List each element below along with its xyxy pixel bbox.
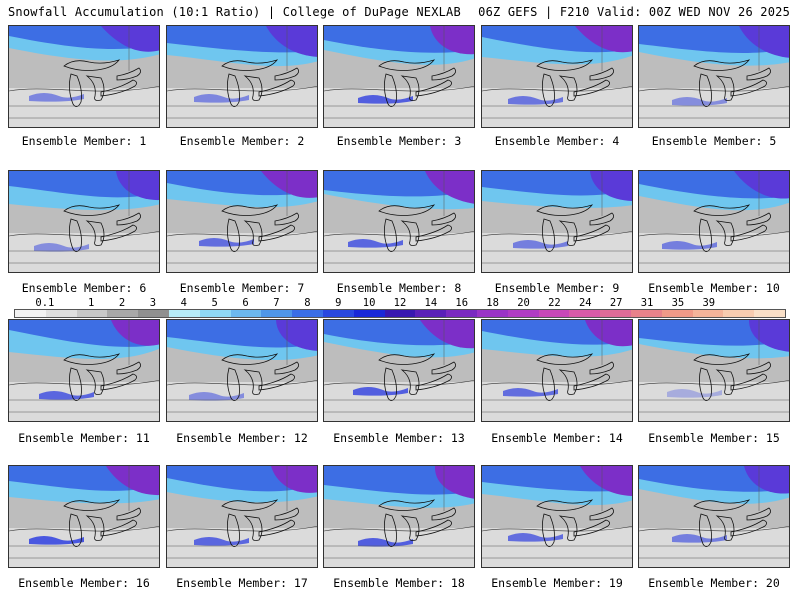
ensemble-member-label: Ensemble Member: 6	[21, 281, 147, 295]
colorbar-label: 39	[702, 297, 716, 309]
colorbar-label: 6	[242, 297, 249, 309]
colorbar-swatch	[661, 310, 693, 317]
ensemble-member-label: Ensemble Member: 5	[651, 134, 777, 148]
product-title: Snowfall Accumulation (10:1 Ratio) | Col…	[8, 5, 461, 19]
colorbar-label: 5	[211, 297, 218, 309]
ensemble-member-map	[8, 170, 160, 273]
ensemble-member-label: Ensemble Member: 16	[18, 576, 150, 590]
ensemble-member-label: Ensemble Member: 2	[179, 134, 305, 148]
colorbar-swatch	[507, 310, 539, 317]
colorbar-swatch	[723, 310, 755, 317]
colorbar-labels: 0.1 1 2 3 4 5 6 7 8 9 10 12 14 16 18 20 22 24 27 31 35 39	[14, 297, 786, 309]
colorbar-swatch	[292, 310, 323, 317]
ensemble-member-map	[8, 25, 160, 128]
colorbar-swatches	[14, 309, 786, 318]
ensemble-member-label: Ensemble Member: 7	[179, 281, 305, 295]
ensemble-member-map	[166, 319, 318, 422]
ensemble-member-label: Ensemble Member: 10	[648, 281, 780, 295]
colorbar-swatch	[15, 310, 46, 317]
ensemble-member-label: Ensemble Member: 15	[648, 431, 780, 445]
ensemble-member-map	[481, 25, 633, 128]
colorbar-swatch	[754, 310, 785, 317]
ensemble-member-label: Ensemble Member: 18	[333, 576, 465, 590]
ensemble-member-label: Ensemble Member: 20	[648, 576, 780, 590]
colorbar-label: 31	[640, 297, 654, 309]
colorbar-label: 18	[486, 297, 499, 309]
colorbar-label: 27	[609, 297, 623, 309]
colorbar-swatch	[600, 310, 631, 317]
colorbar-label: 24	[578, 297, 592, 309]
colorbar-swatch	[569, 310, 601, 317]
ensemble-member-label: Ensemble Member: 4	[494, 134, 620, 148]
ensemble-member-map	[481, 319, 633, 422]
colorbar-label: 16	[455, 297, 469, 309]
ensemble-member-map	[481, 465, 633, 568]
valid-time-title: 06Z GEFS | F210 Valid: 00Z WED NOV 26 20…	[478, 5, 790, 19]
colorbar-label: 4	[180, 297, 187, 309]
snowfall-colorbar: 0.1 1 2 3 4 5 6 7 8 9 10 12 14 16 18 20 22 24 27 31 35 39	[14, 297, 786, 321]
colorbar-swatch	[353, 310, 385, 317]
ensemble-member-map	[8, 465, 160, 568]
colorbar-swatch	[230, 310, 262, 317]
ensemble-member-label: Ensemble Member: 1	[21, 134, 147, 148]
colorbar-swatch	[138, 310, 169, 317]
colorbar-label: 9	[335, 297, 342, 309]
ensemble-member-map	[638, 319, 790, 422]
colorbar-label: 22	[548, 297, 561, 309]
colorbar-label: 12	[393, 297, 407, 309]
header: Snowfall Accumulation (10:1 Ratio) | Col…	[0, 0, 800, 22]
ensemble-member-map	[166, 170, 318, 273]
ensemble-member-label: Ensemble Member: 3	[336, 134, 462, 148]
colorbar-swatch	[45, 310, 77, 317]
colorbar-label: 8	[304, 297, 311, 309]
ensemble-member-map	[323, 170, 475, 273]
colorbar-label: 35	[671, 297, 685, 309]
ensemble-member-map	[638, 465, 790, 568]
colorbar-swatch	[261, 310, 293, 317]
colorbar-swatch	[692, 310, 724, 317]
colorbar-swatch	[384, 310, 416, 317]
ensemble-member-label: Ensemble Member: 9	[494, 281, 620, 295]
ensemble-member-map	[166, 465, 318, 568]
colorbar-label: 3	[149, 297, 157, 309]
ensemble-member-map	[481, 170, 633, 273]
ensemble-member-label: Ensemble Member: 14	[491, 431, 623, 445]
ensemble-member-map	[323, 319, 475, 422]
ensemble-member-map	[8, 319, 160, 422]
ensemble-member-map	[323, 465, 475, 568]
ensemble-member-label: Ensemble Member: 13	[333, 431, 465, 445]
colorbar-label: 2	[118, 297, 126, 309]
colorbar-swatch	[538, 310, 570, 317]
colorbar-label: 14	[424, 297, 438, 309]
ensemble-member-label: Ensemble Member: 17	[176, 576, 308, 590]
colorbar-swatch	[199, 310, 231, 317]
ensemble-member-map	[323, 25, 475, 128]
colorbar-swatch	[415, 310, 447, 317]
ensemble-member-label: Ensemble Member: 11	[18, 431, 150, 445]
colorbar-swatch	[76, 310, 108, 317]
ensemble-member-map	[638, 25, 790, 128]
colorbar-label: 7	[273, 297, 280, 309]
colorbar-label: 10	[362, 297, 376, 309]
colorbar-label: 1	[88, 297, 95, 309]
colorbar-swatch	[322, 310, 354, 317]
colorbar-swatch	[476, 310, 508, 317]
colorbar-swatch	[630, 310, 662, 317]
colorbar-label: 0.1	[35, 297, 55, 309]
ensemble-member-label: Ensemble Member: 12	[176, 431, 308, 445]
colorbar-swatch	[446, 310, 477, 317]
ensemble-member-label: Ensemble Member: 8	[336, 281, 462, 295]
colorbar-label: 20	[517, 297, 530, 309]
ensemble-member-label: Ensemble Member: 19	[491, 576, 623, 590]
ensemble-member-map	[166, 25, 318, 128]
colorbar-swatch	[107, 310, 139, 317]
ensemble-member-map	[638, 170, 790, 273]
colorbar-swatch	[168, 310, 200, 317]
